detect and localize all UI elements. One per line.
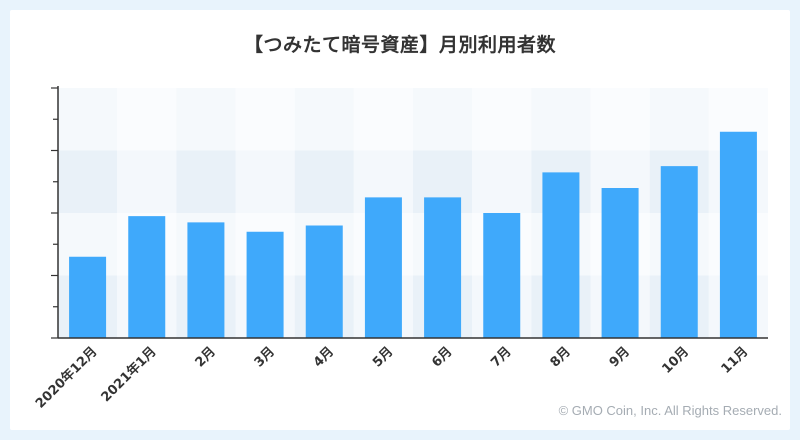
chart-title: 【つみたて暗号資産】月別利用者数: [243, 34, 556, 56]
bar: [246, 231, 284, 338]
x-tick-label: 8月: [548, 344, 574, 370]
x-tick-label: 5月: [370, 344, 396, 370]
bar: [719, 131, 757, 338]
x-tick-label: 4月: [311, 344, 337, 370]
x-tick-label: 7月: [488, 344, 514, 370]
x-tick-label: 6月: [429, 344, 455, 370]
x-tick-label: 3月: [252, 344, 278, 370]
bar: [483, 213, 521, 338]
x-tick-label: 2021年1月: [98, 344, 160, 406]
bar: [187, 222, 225, 338]
x-tick-label: 2020年12月: [32, 344, 100, 412]
x-tick-label: 9月: [607, 344, 633, 370]
copyright-text: © GMO Coin, Inc. All Rights Reserved.: [558, 403, 782, 418]
x-tick-label: 11月: [719, 344, 752, 377]
bar: [364, 197, 402, 338]
bar: [69, 256, 107, 338]
grid-band: [58, 88, 768, 151]
bar: [660, 166, 698, 338]
bar: [424, 197, 462, 338]
bar: [601, 188, 639, 338]
x-tick-label: 2月: [193, 344, 219, 370]
grid-band: [58, 213, 768, 276]
x-tick-label: 10月: [659, 344, 692, 377]
bar: [542, 172, 580, 338]
bar: [128, 216, 166, 338]
bar: [305, 225, 343, 338]
